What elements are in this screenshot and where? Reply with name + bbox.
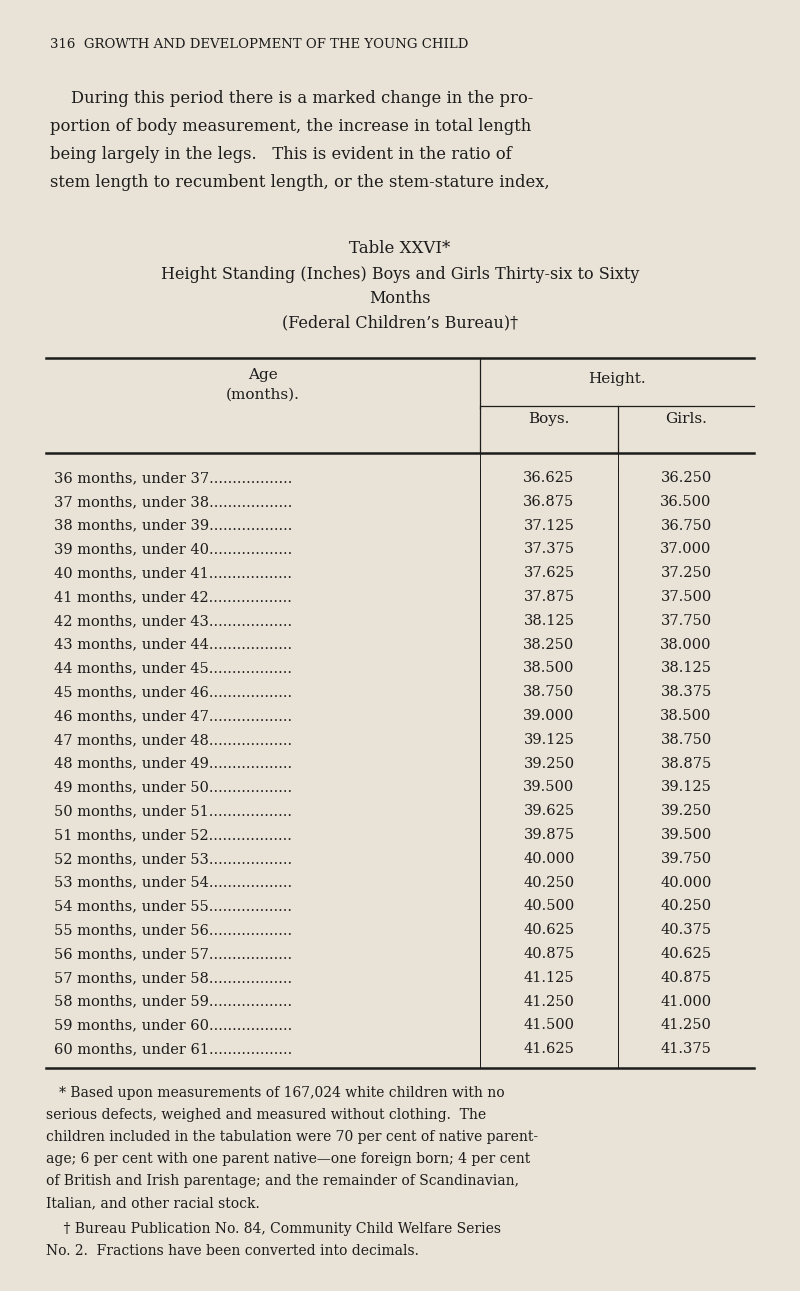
Text: 36.875: 36.875 [523, 494, 574, 509]
Text: 40.875: 40.875 [523, 948, 574, 961]
Text: 40.250: 40.250 [661, 900, 711, 914]
Text: Age
(months).: Age (months). [226, 368, 300, 402]
Text: 38.875: 38.875 [660, 757, 712, 771]
Text: age; 6 per cent with one parent native—one foreign born; 4 per cent: age; 6 per cent with one parent native—o… [46, 1152, 530, 1166]
Text: 48 months, under 49..................: 48 months, under 49.................. [54, 757, 292, 771]
Text: 36.250: 36.250 [660, 471, 712, 485]
Text: 56 months, under 57..................: 56 months, under 57.................. [54, 948, 292, 961]
Text: 40 months, under 41..................: 40 months, under 41.................. [54, 567, 292, 580]
Text: 40.375: 40.375 [661, 923, 711, 937]
Text: Boys.: Boys. [528, 412, 570, 426]
Text: 41.500: 41.500 [523, 1019, 574, 1033]
Text: 60 months, under 61..................: 60 months, under 61.................. [54, 1042, 292, 1056]
Text: 39.500: 39.500 [660, 828, 712, 842]
Text: 41.250: 41.250 [661, 1019, 711, 1033]
Text: During this period there is a marked change in the pro-: During this period there is a marked cha… [50, 90, 534, 107]
Text: 40.500: 40.500 [523, 900, 574, 914]
Text: 37.750: 37.750 [661, 613, 711, 627]
Text: 41.250: 41.250 [523, 994, 574, 1008]
Text: 41.125: 41.125 [524, 971, 574, 985]
Text: children included in the tabulation were 70 per cent of native parent-: children included in the tabulation were… [46, 1130, 538, 1144]
Text: 40.625: 40.625 [661, 948, 711, 961]
Text: 39.750: 39.750 [661, 852, 711, 866]
Text: Months: Months [370, 290, 430, 307]
Text: 54 months, under 55..................: 54 months, under 55.................. [54, 900, 292, 914]
Text: 46 months, under 47..................: 46 months, under 47.................. [54, 709, 292, 723]
Text: † Bureau Publication No. 84, Community Child Welfare Series: † Bureau Publication No. 84, Community C… [46, 1223, 501, 1235]
Text: 37.000: 37.000 [660, 542, 712, 556]
Text: 38.125: 38.125 [523, 613, 574, 627]
Text: 59 months, under 60..................: 59 months, under 60.................. [54, 1019, 292, 1033]
Text: 55 months, under 56..................: 55 months, under 56.................. [54, 923, 292, 937]
Text: 39.500: 39.500 [523, 780, 574, 794]
Text: 57 months, under 58..................: 57 months, under 58.................. [54, 971, 292, 985]
Text: * Based upon measurements of 167,024 white children with no: * Based upon measurements of 167,024 whi… [46, 1086, 505, 1100]
Text: 41.000: 41.000 [661, 994, 711, 1008]
Text: stem length to recumbent length, or the stem-stature index,: stem length to recumbent length, or the … [50, 174, 550, 191]
Text: 39.875: 39.875 [523, 828, 574, 842]
Text: 53 months, under 54..................: 53 months, under 54.................. [54, 875, 292, 889]
Text: 40.875: 40.875 [661, 971, 711, 985]
Text: 316  GROWTH AND DEVELOPMENT OF THE YOUNG CHILD: 316 GROWTH AND DEVELOPMENT OF THE YOUNG … [50, 37, 468, 52]
Text: 40.000: 40.000 [660, 875, 712, 889]
Text: 38.000: 38.000 [660, 638, 712, 652]
Text: 37.500: 37.500 [660, 590, 712, 604]
Text: 38 months, under 39..................: 38 months, under 39.................. [54, 519, 292, 533]
Text: (Federal Children’s Bureau)†: (Federal Children’s Bureau)† [282, 314, 518, 330]
Text: No. 2.  Fractions have been converted into decimals.: No. 2. Fractions have been converted int… [46, 1245, 419, 1257]
Text: 50 months, under 51..................: 50 months, under 51.................. [54, 804, 292, 818]
Text: portion of body measurement, the increase in total length: portion of body measurement, the increas… [50, 117, 531, 136]
Text: 44 months, under 45..................: 44 months, under 45.................. [54, 661, 292, 675]
Text: 38.125: 38.125 [661, 661, 711, 675]
Text: Italian, and other racial stock.: Italian, and other racial stock. [46, 1195, 260, 1210]
Text: 38.750: 38.750 [660, 733, 712, 746]
Text: 40.000: 40.000 [523, 852, 574, 866]
Text: 36.625: 36.625 [523, 471, 574, 485]
Text: 39.125: 39.125 [523, 733, 574, 746]
Text: 43 months, under 44..................: 43 months, under 44.................. [54, 638, 292, 652]
Text: 51 months, under 52..................: 51 months, under 52.................. [54, 828, 292, 842]
Text: 49 months, under 50..................: 49 months, under 50.................. [54, 780, 292, 794]
Text: 40.625: 40.625 [523, 923, 574, 937]
Text: 45 months, under 46..................: 45 months, under 46.................. [54, 686, 292, 700]
Text: 47 months, under 48..................: 47 months, under 48.................. [54, 733, 292, 746]
Text: 36 months, under 37..................: 36 months, under 37.................. [54, 471, 292, 485]
Text: of British and Irish parentage; and the remainder of Scandinavian,: of British and Irish parentage; and the … [46, 1174, 519, 1188]
Text: Girls.: Girls. [665, 412, 707, 426]
Text: 42 months, under 43..................: 42 months, under 43.................. [54, 613, 292, 627]
Text: 38.500: 38.500 [660, 709, 712, 723]
Text: 39.000: 39.000 [523, 709, 574, 723]
Text: serious defects, weighed and measured without clothing.  The: serious defects, weighed and measured wi… [46, 1108, 486, 1122]
Text: 37.125: 37.125 [523, 519, 574, 533]
Text: 52 months, under 53..................: 52 months, under 53.................. [54, 852, 292, 866]
Text: Height Standing (Inches) Boys and Girls Thirty-six to Sixty: Height Standing (Inches) Boys and Girls … [161, 266, 639, 283]
Text: 39.125: 39.125 [661, 780, 711, 794]
Text: 39 months, under 40..................: 39 months, under 40.................. [54, 542, 292, 556]
Text: 37.250: 37.250 [661, 567, 711, 580]
Text: Table XXVI*: Table XXVI* [350, 240, 450, 257]
Text: 41 months, under 42..................: 41 months, under 42.................. [54, 590, 292, 604]
Text: 37.875: 37.875 [523, 590, 574, 604]
Text: Height.: Height. [588, 372, 646, 386]
Text: being largely in the legs.   This is evident in the ratio of: being largely in the legs. This is evide… [50, 146, 512, 163]
Text: 38.750: 38.750 [523, 686, 574, 700]
Text: 38.250: 38.250 [523, 638, 574, 652]
Text: 37.625: 37.625 [523, 567, 574, 580]
Text: 41.625: 41.625 [523, 1042, 574, 1056]
Text: 58 months, under 59..................: 58 months, under 59.................. [54, 994, 292, 1008]
Text: 37.375: 37.375 [523, 542, 574, 556]
Text: 38.500: 38.500 [523, 661, 574, 675]
Text: 39.250: 39.250 [661, 804, 711, 818]
Text: 39.625: 39.625 [523, 804, 574, 818]
Text: 40.250: 40.250 [523, 875, 574, 889]
Text: 36.500: 36.500 [660, 494, 712, 509]
Text: 36.750: 36.750 [660, 519, 712, 533]
Text: 38.375: 38.375 [660, 686, 712, 700]
Text: 39.250: 39.250 [523, 757, 574, 771]
Text: 37 months, under 38..................: 37 months, under 38.................. [54, 494, 292, 509]
Text: 41.375: 41.375 [661, 1042, 711, 1056]
